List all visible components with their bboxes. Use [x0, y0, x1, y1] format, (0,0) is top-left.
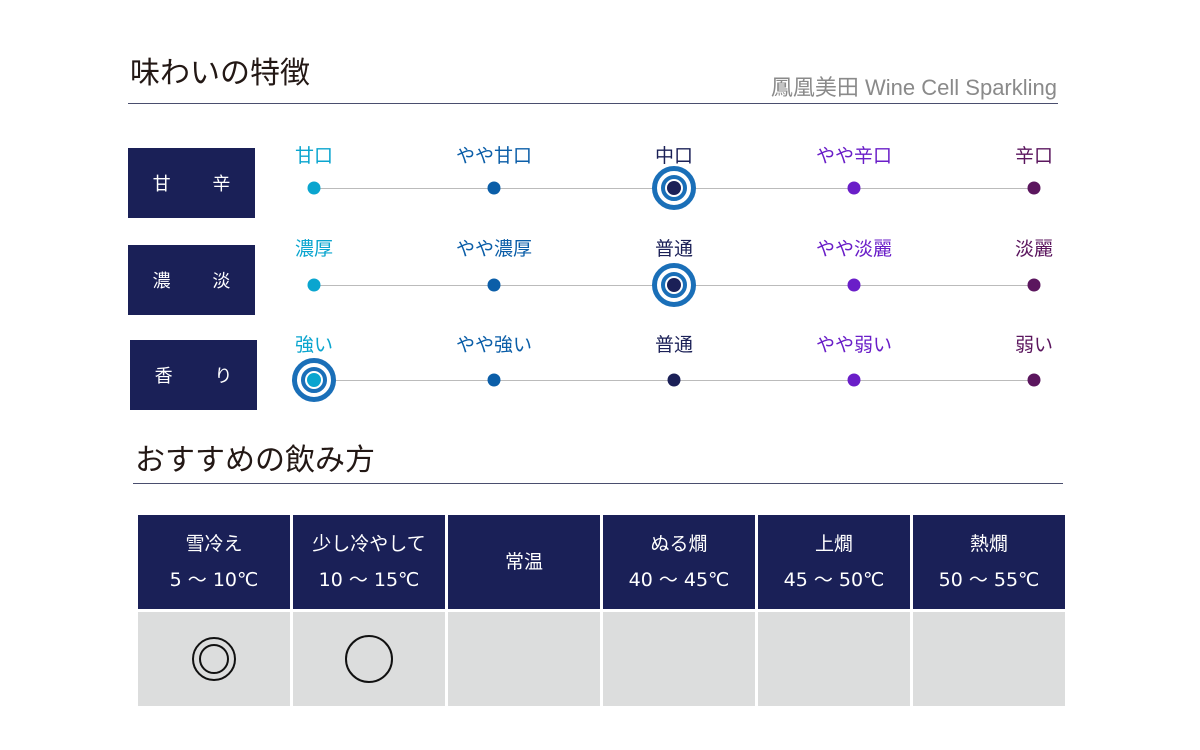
serving-header: 上燗 45 〜 50℃ [758, 515, 910, 609]
serving-name: 雪冷え [185, 533, 243, 555]
serving-temp: 40 〜 45℃ [628, 569, 730, 591]
scale-point-dot [487, 373, 501, 387]
scale-point-dot [1027, 373, 1041, 387]
serving-name: 少し冷やして [312, 533, 426, 555]
scale-point-dot [667, 373, 681, 387]
page-title: 味わいの特徴 [130, 56, 310, 91]
divider [133, 483, 1063, 484]
serving-header: 雪冷え 5 〜 10℃ [138, 515, 290, 609]
scale-point-dot [847, 373, 861, 387]
serving-rating-cell [448, 612, 600, 706]
serving-name: 常温 [504, 551, 543, 573]
serving-temp: 10 〜 15℃ [318, 569, 420, 591]
serving-name: 上燗 [814, 533, 853, 555]
scale-point-label: 強い [294, 334, 334, 356]
serving-temp: 45 〜 50℃ [783, 569, 885, 591]
selected-marker-icon [652, 166, 696, 210]
scale-point-label: 濃厚 [294, 238, 334, 260]
serving-rating-cell [138, 612, 290, 706]
serving-header: 常温 [448, 515, 600, 609]
scale-point-dot [487, 278, 501, 292]
product-name: 鳳凰美田 Wine Cell Sparkling [770, 75, 1057, 100]
scale-point-label: やや辛口 [815, 145, 893, 167]
scale-point-label: やや甘口 [455, 145, 533, 167]
double-circle-icon [192, 637, 236, 681]
taste-axis-label: 甘 辛 [128, 148, 255, 218]
serving-title: おすすめの飲み方 [135, 443, 375, 478]
serving-temp: 50 〜 55℃ [938, 569, 1040, 591]
scale-point-label: 普通 [654, 334, 694, 356]
taste-axis-label: 香 り [130, 340, 257, 410]
serving-rating-cell [913, 612, 1065, 706]
serving-name: ぬる燗 [650, 533, 708, 555]
scale-point-dot [307, 181, 321, 195]
scale-point-dot [307, 278, 321, 292]
selected-marker-icon [652, 263, 696, 307]
scale-point-dot [1027, 278, 1041, 292]
scale-point-label: やや強い [455, 334, 533, 356]
serving-rating-cell [293, 612, 445, 706]
serving-rating-cell [758, 612, 910, 706]
scale-point-label: 弱い [1014, 334, 1054, 356]
scale-point-label: やや淡麗 [815, 238, 893, 260]
serving-header: 熱燗 50 〜 55℃ [913, 515, 1065, 609]
scale-point-dot [1027, 181, 1041, 195]
serving-rating-cell [603, 612, 755, 706]
serving-temp: 5 〜 10℃ [169, 569, 259, 591]
serving-header: ぬる燗 40 〜 45℃ [603, 515, 755, 609]
taste-axis-label: 濃 淡 [128, 245, 255, 315]
circle-icon [345, 635, 393, 683]
scale-point-label: やや濃厚 [455, 238, 533, 260]
scale-point-label: 淡麗 [1014, 238, 1054, 260]
scale-point-dot [487, 181, 501, 195]
scale-point-label: 辛口 [1014, 145, 1054, 167]
scale-point-label: 中口 [654, 145, 694, 167]
scale-point-label: やや弱い [815, 334, 893, 356]
scale-point-label: 普通 [654, 238, 694, 260]
scale-point-label: 甘口 [294, 145, 334, 167]
scale-point-dot [847, 181, 861, 195]
scale-point-dot [847, 278, 861, 292]
serving-name: 熱燗 [969, 533, 1008, 555]
serving-header: 少し冷やして 10 〜 15℃ [293, 515, 445, 609]
divider [128, 103, 1058, 104]
selected-marker-icon [292, 358, 336, 402]
